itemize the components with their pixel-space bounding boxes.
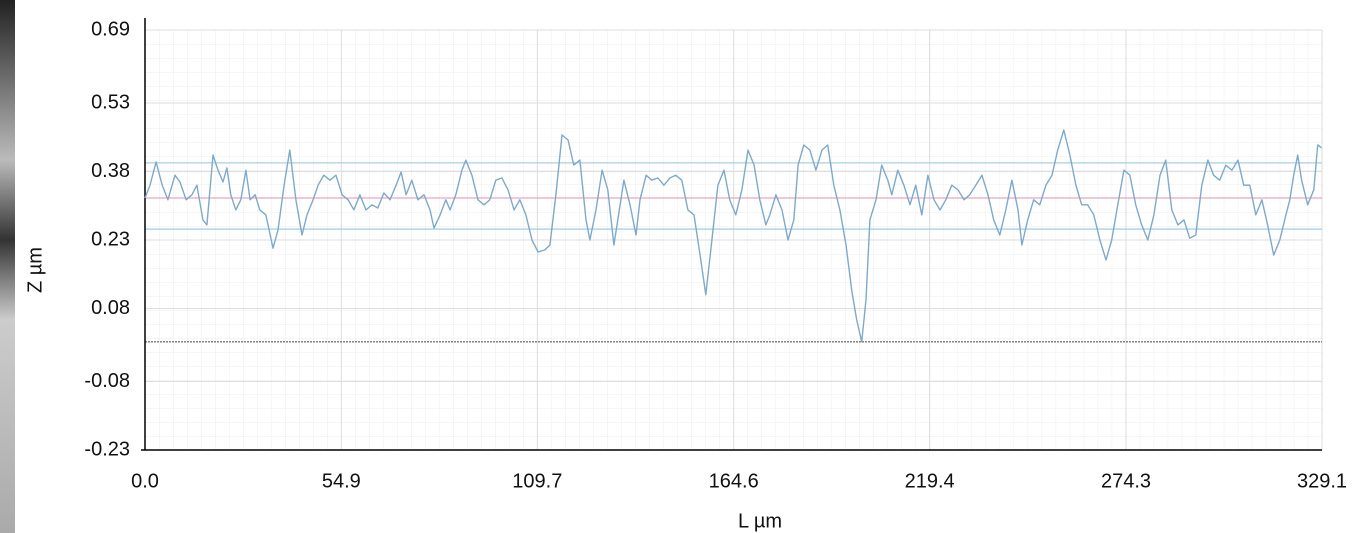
x-tick-label: 219.4 (905, 470, 955, 492)
y-tick-label: -0.23 (84, 438, 130, 460)
y-tick-label: 0.23 (91, 228, 130, 250)
x-tick-label: 0.0 (131, 470, 159, 492)
y-axis-label: Z µm (24, 247, 46, 293)
x-tick-label: 164.6 (709, 470, 759, 492)
y-tick-label: 0.69 (91, 18, 130, 40)
x-tick-label: 109.7 (512, 470, 562, 492)
x-tick-label: 274.3 (1101, 470, 1151, 492)
x-axis-label: L µm (738, 510, 782, 532)
y-tick-label: 0.08 (91, 297, 130, 319)
y-tick-label: 0.38 (91, 160, 130, 182)
page: L µm Z µm -0.23 -0.08 0.08 0.23 0.38 0.53 0.69… (0, 0, 1355, 533)
y-tick-label: -0.08 (84, 370, 130, 392)
x-tick-label: 329.1 (1297, 470, 1347, 492)
x-tick-label: 54.9 (322, 470, 361, 492)
photo-edge (0, 0, 15, 533)
y-tick-label: 0.53 (91, 91, 130, 113)
chart: L µm Z µm -0.23 -0.08 0.08 0.23 0.38 0.53 0.69… (0, 0, 1355, 533)
